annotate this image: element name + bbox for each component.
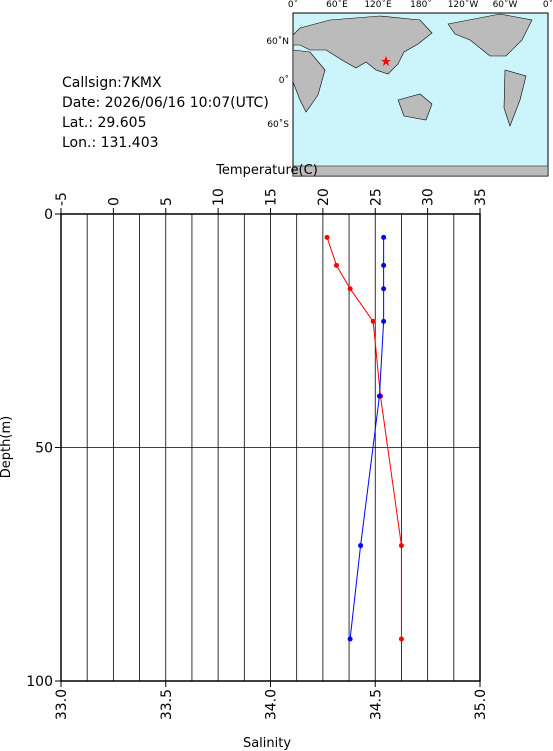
land [292, 13, 549, 177]
x-tick-label: 0 [106, 197, 122, 206]
y-tick-label: 50 [35, 441, 53, 457]
profile-point [381, 318, 387, 324]
profile-point [398, 543, 404, 549]
map-lon-label: 0˚ [288, 0, 298, 10]
latitude: Lat.: 29.605 [62, 115, 146, 131]
x2-tick-label: 33.0 [54, 689, 70, 720]
x2-tick-label: 34.5 [368, 689, 384, 720]
map-lon-label: 60˚E [326, 0, 348, 10]
profile-point [347, 636, 353, 642]
y-axis-title: Depth(m) [0, 416, 14, 478]
info: Callsign:7KMX Date: 2026/06/16 10:07(UTC… [62, 75, 269, 151]
y-tick-label: 0 [44, 207, 53, 223]
map-lat-label: 60˚S [267, 119, 289, 130]
x-tick-label: 10 [211, 188, 227, 206]
profile-point [398, 636, 404, 642]
callsign: Callsign:7KMX [62, 75, 162, 91]
longitude: Lon.: 131.403 [62, 135, 159, 151]
x2-tick-label: 34.0 [264, 689, 280, 720]
profile-point [376, 393, 382, 399]
x-tick-label: 5 [159, 197, 175, 206]
map-lon-label: 60˚W [493, 0, 518, 10]
map-lat-label: 60˚N [266, 36, 289, 47]
ship-position [381, 56, 391, 66]
map-lon-label: 120˚W [448, 0, 479, 10]
x-axis-title: Temperature(C) [215, 163, 318, 178]
x-tick-label: 20 [316, 188, 332, 206]
map: 0˚ 60˚E 120˚E 180˚ 120˚W 60˚W 0˚ 60˚N 0˚ 60˚S [266, 0, 553, 177]
map-lon-label: 0˚ [543, 0, 553, 10]
profile-point [324, 234, 330, 240]
profile-point [381, 234, 387, 240]
profile-line [349, 237, 385, 640]
x-tick-label: -5 [54, 192, 70, 206]
x-tick-label: 35 [473, 188, 489, 206]
x-tick-label: 30 [421, 188, 437, 206]
profile-point [381, 286, 387, 292]
x2-axis-title: Salinity [243, 736, 291, 751]
x-tick-label: 15 [264, 188, 280, 206]
date: Date: 2026/06/16 10:07(UTC) [62, 95, 269, 111]
map-lon-label: 180˚ [410, 0, 432, 10]
x2-tick-label: 35.0 [473, 689, 489, 720]
y-tick-label: 100 [26, 674, 53, 690]
profile-line [326, 237, 402, 639]
profile-point [381, 262, 387, 268]
x-tick-label: 25 [368, 188, 384, 206]
map-lon-label: 120˚E [364, 0, 392, 10]
x2-tick-label: 33.5 [159, 689, 175, 720]
profile-point [370, 318, 376, 324]
map-lat-label: 0˚ [279, 75, 289, 86]
profile-point [347, 286, 353, 292]
profile-point [333, 262, 339, 268]
profile-point [358, 543, 364, 549]
